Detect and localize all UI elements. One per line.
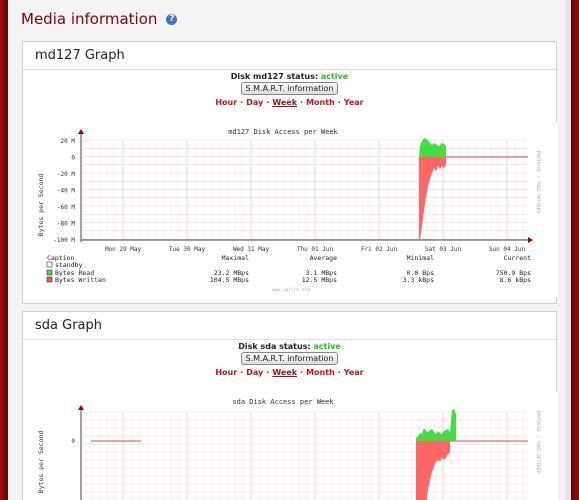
x-tick-label: Wed 31 May (233, 246, 270, 253)
y-tick-label: 0 (71, 438, 75, 445)
legend-value: 12.5 MBps (302, 276, 337, 284)
graph-background (23, 122, 558, 297)
x-tick-labels: Mon 29 May Tue 30 May Wed 31 May Thu 01 … (105, 246, 526, 253)
period-day[interactable]: Day (246, 98, 264, 107)
legend-value: 3.3 kBps (403, 276, 434, 284)
legend-value: 23.2 MBps (214, 269, 249, 277)
bytes-written-area (416, 441, 450, 500)
y-tick-label: -80 M (57, 221, 75, 228)
panel-divider (23, 69, 556, 70)
period-selector: Hour · Day · Week · Month · Year (215, 98, 364, 107)
help-icon[interactable]: ? (166, 13, 178, 25)
panel-title: sda Graph (35, 318, 102, 333)
panel-divider (23, 339, 556, 340)
legend-header-caption: Caption (47, 254, 74, 262)
x-tick-label: Sun 04 Jun (489, 246, 526, 253)
md127-graph-panel: md127 Graph Disk md127 status: active S.… (22, 41, 558, 304)
y-tick-label: 0 (71, 155, 75, 162)
y-tick-label: -20 M (57, 171, 75, 178)
x-tick-label: Sat 03 Jun (425, 246, 462, 253)
y-axis-arrow (78, 405, 84, 410)
period-month[interactable]: Month (306, 98, 335, 107)
period-week[interactable]: Week (272, 98, 298, 107)
y-tick-label: -40 M (57, 188, 75, 195)
period-year[interactable]: Year (343, 98, 364, 107)
graph-title: md127 Disk Access per Week (228, 128, 338, 136)
y-tick-label: 20 M (61, 138, 76, 145)
x-tick-label: Mon 29 May (105, 246, 142, 253)
panel-title: md127 Graph (35, 48, 125, 63)
rrd-credit: PROTOCOL / TOBI OETIKER (535, 151, 541, 214)
y-axis-arrow (78, 129, 84, 134)
bytes-read-area (419, 138, 446, 160)
legend-header-current: Current (504, 254, 531, 262)
legend-header-max: Maximal (222, 254, 249, 262)
y-tick-label: -100 M (53, 237, 75, 244)
legend-value: 104.5 MBps (210, 276, 249, 284)
md127-disk-graph: md127 Disk Access per Week Bytes per Sec… (23, 122, 558, 297)
smart-info-button[interactable]: S.M.A.R.T. information (240, 82, 339, 95)
page-title-text: Media information (21, 10, 158, 28)
page: Media information ? md127 Graph Disk md1… (8, 0, 571, 500)
disk-status: Disk sda status: active (23, 342, 556, 351)
legend-value: 0.0 Bps (407, 269, 434, 277)
legend-value: 750.9 Bps (496, 269, 531, 277)
graph-legend: Caption Maximal Average Minimal Current … (46, 254, 531, 293)
smart-info-button[interactable]: S.M.A.R.T. information (240, 352, 339, 365)
disk-status-label: Disk sda status: (238, 342, 311, 351)
legend-swatch-read (46, 269, 53, 276)
period-month[interactable]: Month (306, 368, 335, 377)
graph-footer: www.ipfire.org (272, 287, 310, 293)
period-week[interactable]: Week (272, 368, 298, 377)
bytes-written-area (419, 157, 446, 240)
y-axis-label: Bytes per Second (37, 431, 45, 494)
disk-status-label: Disk md127 status: (230, 72, 319, 81)
graph-background (23, 392, 558, 500)
period-selector: Hour · Day · Week · Month · Year (215, 368, 364, 377)
rrd-credit: PROTOCOL / TOBI OETIKER (535, 411, 541, 474)
legend-value: 3.1 MBps (306, 269, 337, 277)
graph-title: sda Disk Access per Week (232, 398, 334, 406)
x-tick-label: Thu 01 Jun (297, 246, 334, 253)
legend-swatch-written (46, 276, 53, 283)
sda-disk-graph: sda Disk Access per Week Bytes per Secon… (23, 392, 558, 500)
period-hour[interactable]: Hour (215, 98, 238, 107)
legend-header-avg: Average (310, 254, 337, 262)
period-year[interactable]: Year (343, 368, 364, 377)
period-day[interactable]: Day (246, 368, 264, 377)
y-tick-labels: 20 M 0 -20 M -40 M -60 M -80 M -100 M (53, 138, 75, 244)
x-tick-label: Fri 02 Jun (361, 246, 398, 253)
x-tick-label: Tue 30 May (169, 246, 206, 253)
legend-label: Bytes Written (55, 276, 106, 284)
period-hour[interactable]: Hour (215, 368, 238, 377)
disk-status: Disk md127 status: active (23, 72, 556, 81)
legend-value: 8.6 kBps (500, 276, 531, 284)
disk-status-value: active (320, 72, 349, 81)
y-tick-label: -60 M (57, 204, 75, 211)
sda-graph-panel: sda Graph Disk sda status: active S.M.A.… (22, 311, 558, 500)
graph-grid (82, 139, 527, 240)
page-scrollbar[interactable] (565, 0, 571, 500)
legend-swatch-standby (46, 261, 53, 268)
legend-label: standby (55, 261, 82, 269)
legend-label: Bytes Read (55, 269, 94, 277)
x-axis-arrow (528, 237, 533, 243)
bytes-read-area (416, 409, 456, 441)
y-axis-label: Bytes per Second (37, 174, 45, 237)
legend-header-min: Minimal (407, 254, 434, 262)
page-title: Media information ? (21, 10, 178, 28)
disk-status-value: active (313, 342, 341, 351)
